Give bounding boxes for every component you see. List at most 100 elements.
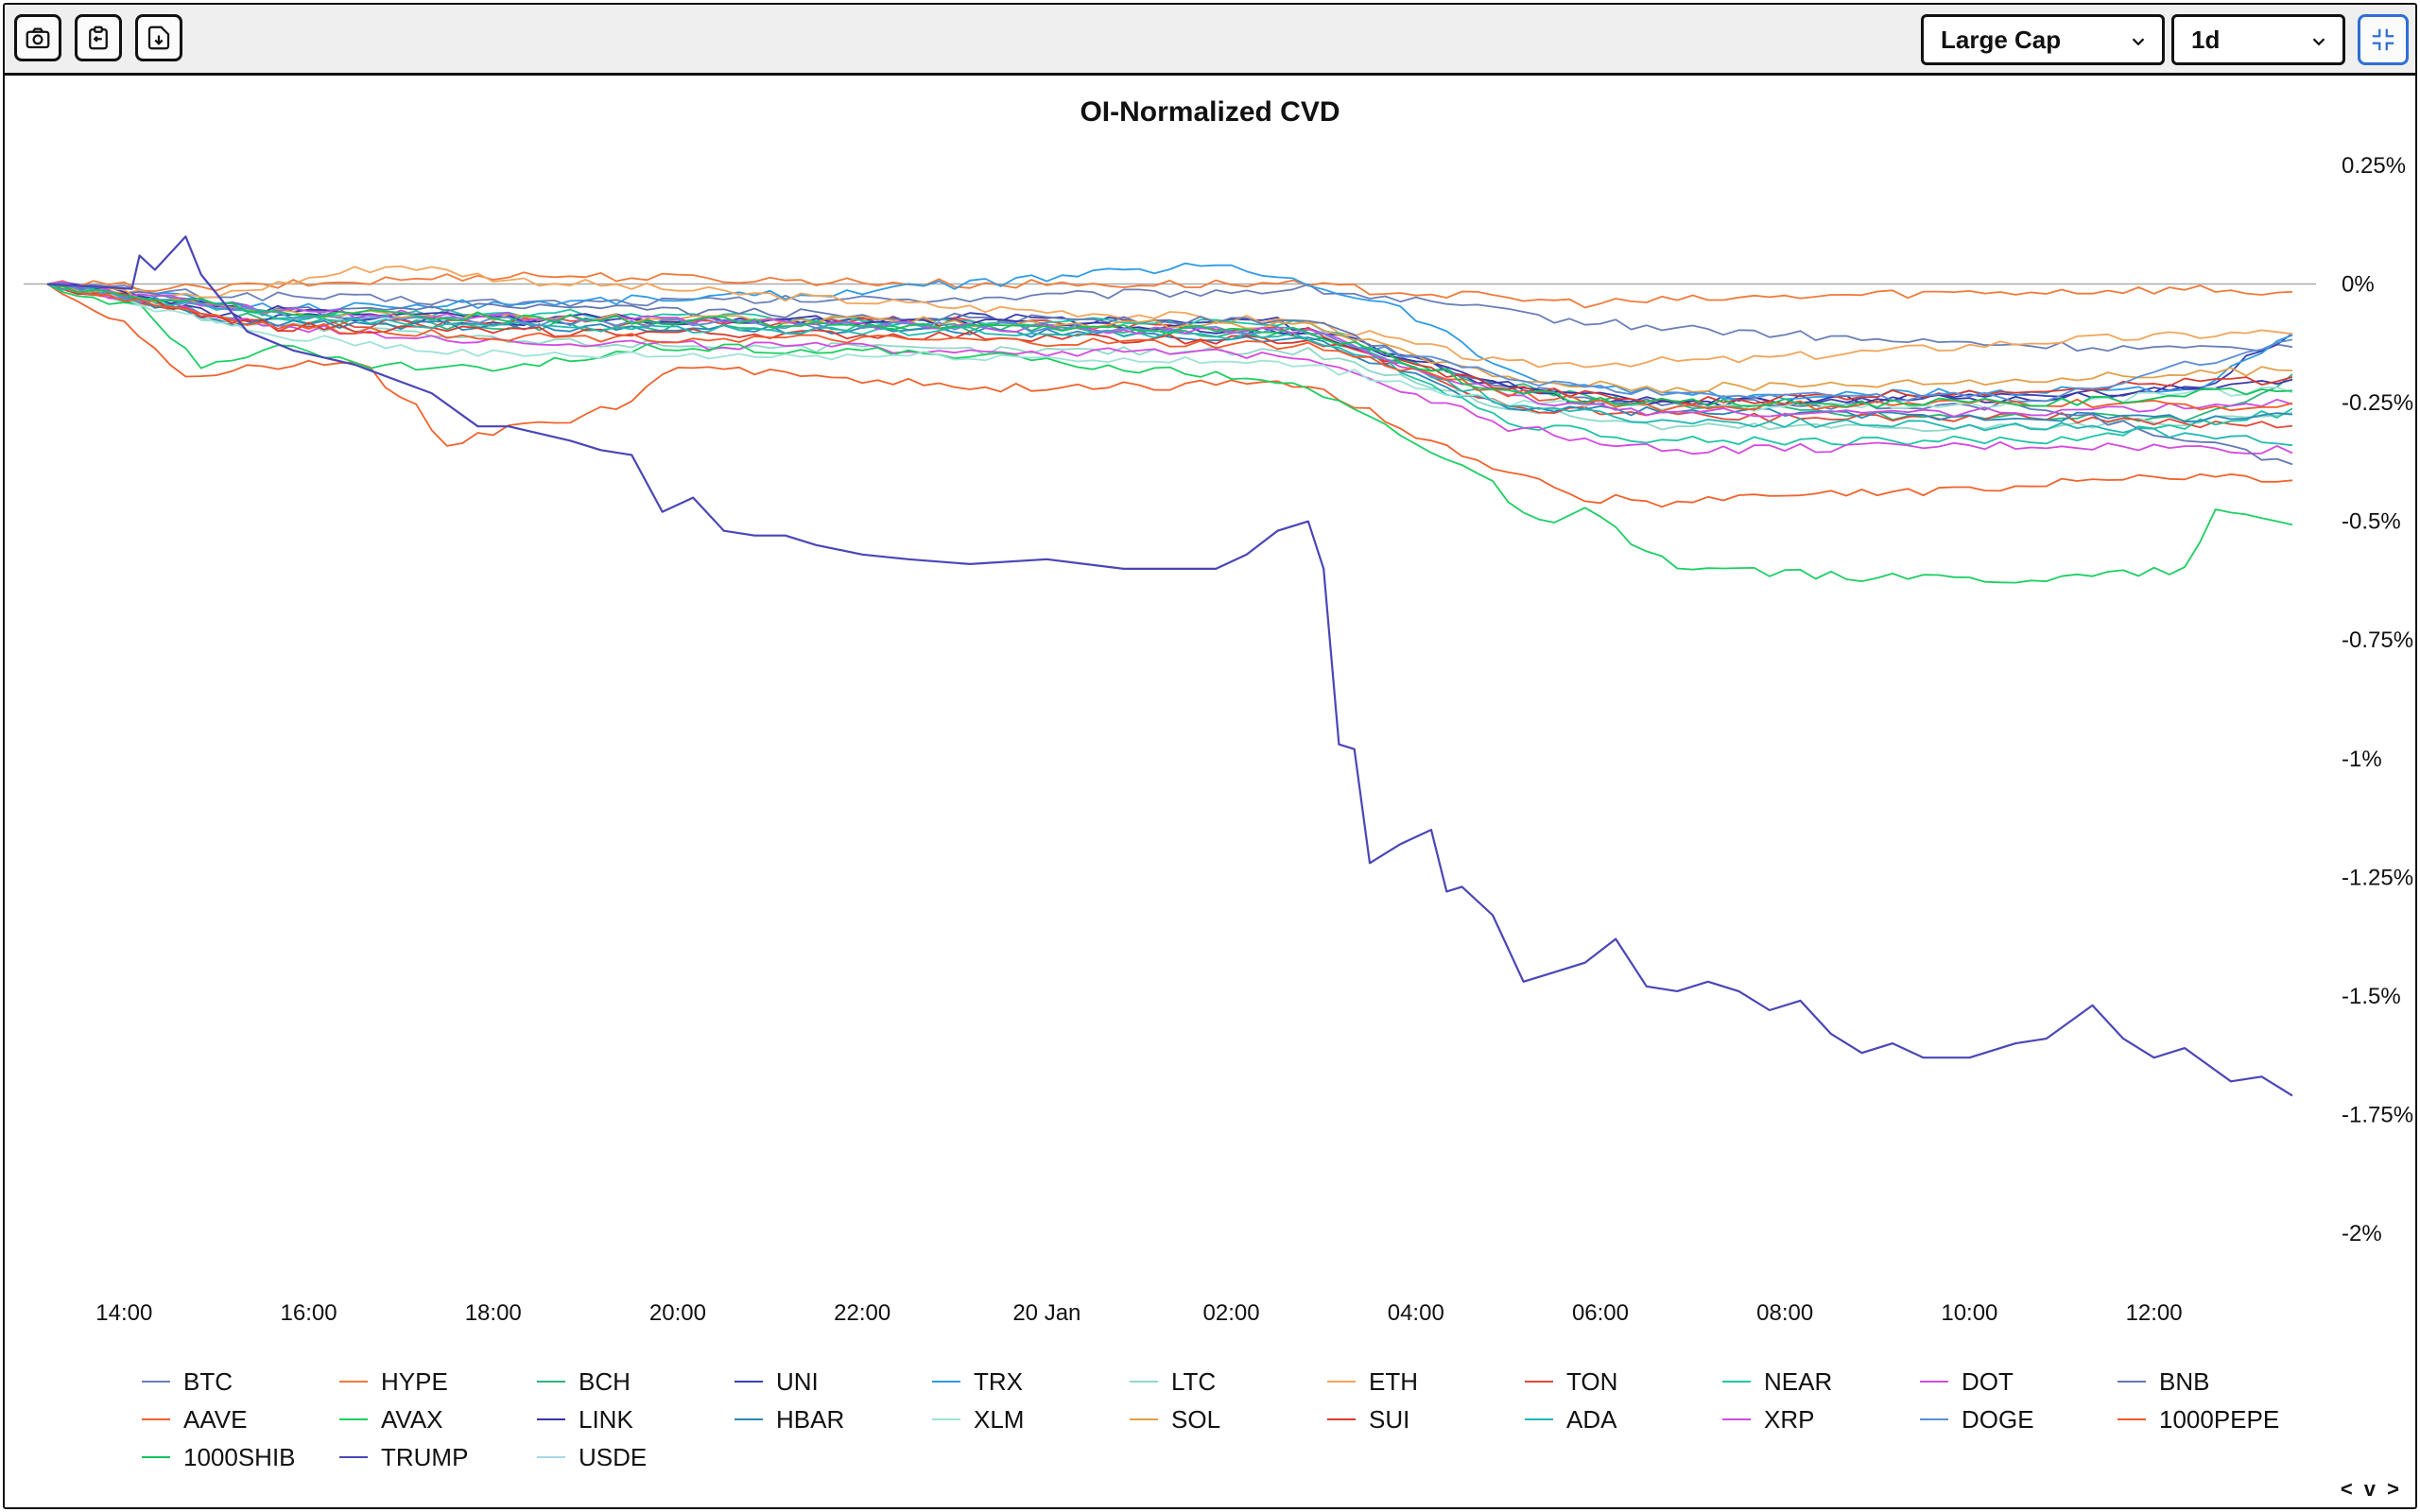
legend-item-bnb[interactable]: BNB — [2118, 1367, 2209, 1396]
series-line-xlm — [46, 283, 2293, 412]
collapse-icon — [2372, 28, 2394, 51]
x-tick-label: 16:00 — [281, 1300, 337, 1326]
x-tick-label: 04:00 — [1388, 1300, 1444, 1326]
y-tick-label: -0.25% — [2342, 390, 2413, 416]
legend-label: ETH — [1369, 1367, 1418, 1396]
legend-item-eth[interactable]: ETH — [1327, 1367, 1418, 1396]
legend-label: BNB — [2159, 1367, 2209, 1396]
chevron-down-icon — [2308, 29, 2329, 50]
collapse-button[interactable] — [2358, 14, 2409, 65]
download-button[interactable] — [135, 14, 182, 61]
legend-label: TRX — [974, 1367, 1023, 1396]
chart-title: OI-Normalized CVD — [1080, 96, 1340, 128]
x-tick-label: 18:00 — [465, 1300, 522, 1326]
series-line-avax — [46, 283, 2293, 584]
market-cap-select[interactable]: Large Cap — [1921, 14, 2165, 65]
legend-label: BCH — [579, 1367, 631, 1396]
legend-item-xrp[interactable]: XRP — [1722, 1405, 1814, 1434]
legend-item-ton[interactable]: TON — [1525, 1367, 1617, 1396]
legend-pager[interactable]: < v > — [2340, 1477, 2402, 1501]
camera-icon — [26, 27, 50, 49]
series-line-eth — [46, 265, 2293, 369]
series-line-1000shib — [46, 283, 2293, 409]
legend-label: ADA — [1566, 1405, 1617, 1434]
series-line-trx — [46, 262, 2293, 401]
legend-item-sol[interactable]: SOL — [1130, 1405, 1220, 1434]
y-tick-label: -1% — [2342, 747, 2382, 772]
legend-item-hype[interactable]: HYPE — [339, 1367, 448, 1396]
chart-window: Large Cap 1d OI-Normalized CVD 0.25% 0% -0… — [3, 3, 2417, 1509]
legend-label: USDE — [579, 1443, 647, 1471]
legend-item-dot[interactable]: DOT — [1920, 1367, 2014, 1396]
x-tick-label: 20:00 — [649, 1300, 706, 1326]
y-tick-label: -2% — [2342, 1221, 2382, 1246]
legend-label: BTC — [183, 1367, 233, 1396]
y-tick-label: 0% — [2342, 272, 2375, 298]
legend-item-trx[interactable]: TRX — [932, 1367, 1023, 1396]
legend-label: SOL — [1171, 1405, 1220, 1434]
legend-label: SUI — [1369, 1405, 1409, 1434]
y-tick-label: 0.25% — [2342, 153, 2406, 179]
legend-item-sui[interactable]: SUI — [1327, 1405, 1409, 1434]
legend-label: DOT — [1962, 1367, 2014, 1396]
legend-item-avax[interactable]: AVAX — [339, 1405, 443, 1434]
legend-item-link[interactable]: LINK — [537, 1405, 633, 1434]
chevron-down-icon — [2128, 29, 2149, 50]
clipboard-icon — [89, 26, 108, 50]
legend-item-ltc[interactable]: LTC — [1130, 1367, 1216, 1396]
copy-to-clipboard-button[interactable] — [75, 14, 122, 61]
chart-area: OI-Normalized CVD 0.25% 0% -0.25% -0.5% -0.7… — [24, 96, 2413, 1471]
x-tick-label: 14:00 — [95, 1300, 152, 1326]
x-tick-label: 06:00 — [1572, 1300, 1629, 1326]
legend-item-ada[interactable]: ADA — [1525, 1405, 1617, 1434]
legend-item-uni[interactable]: UNI — [735, 1367, 819, 1396]
series-line-ada — [46, 283, 2293, 447]
legend-label: NEAR — [1764, 1367, 1832, 1396]
x-tick-label: 20 Jan — [1012, 1300, 1080, 1326]
legend-label: TRUMP — [381, 1443, 468, 1471]
series-line-aave — [46, 283, 2293, 508]
legend-item-btc[interactable]: BTC — [142, 1367, 233, 1396]
legend-item-xlm[interactable]: XLM — [932, 1405, 1024, 1434]
legend-label: 1000PEPE — [2159, 1405, 2279, 1434]
toolbar: Large Cap 1d — [5, 5, 2415, 76]
legend-item-usde[interactable]: USDE — [537, 1443, 647, 1471]
legend-item-doge[interactable]: DOGE — [1920, 1405, 2034, 1434]
legend-label: HBAR — [776, 1405, 844, 1434]
x-tick-label: 10:00 — [1941, 1300, 1997, 1326]
legend-item-1000pepe[interactable]: 1000PEPE — [2118, 1405, 2279, 1434]
screenshot-button[interactable] — [14, 14, 61, 61]
y-tick-label: -1.75% — [2342, 1102, 2413, 1127]
y-tick-label: -1.25% — [2342, 865, 2413, 890]
timeframe-value: 1d — [2191, 25, 2221, 54]
timeframe-select[interactable]: 1d — [2171, 14, 2345, 65]
legend-label: HYPE — [381, 1367, 448, 1396]
legend-item-hbar[interactable]: HBAR — [735, 1405, 844, 1434]
legend-label: LINK — [579, 1405, 633, 1434]
legend-item-trump[interactable]: TRUMP — [339, 1443, 468, 1471]
legend-label: AVAX — [381, 1405, 443, 1434]
series-line-ton — [46, 282, 2293, 429]
series-line-btc — [46, 283, 2293, 352]
legend-label: AAVE — [183, 1405, 247, 1434]
series-line-doge — [46, 283, 2293, 404]
download-icon — [147, 26, 170, 50]
x-tick-label: 12:00 — [2126, 1300, 2183, 1326]
legend-item-near[interactable]: NEAR — [1722, 1367, 1832, 1396]
series-line-trump — [46, 235, 2293, 1097]
legend-item-1000shib[interactable]: 1000SHIB — [142, 1443, 296, 1471]
legend: BTC HYPE BCH UNI TRX LTC ETH TON NEAR DOT BNB AAVE A… — [142, 1367, 2279, 1471]
legend-item-bch[interactable]: BCH — [537, 1367, 631, 1396]
legend-label: XLM — [974, 1405, 1024, 1434]
legend-label: UNI — [776, 1367, 819, 1396]
x-tick-label: 02:00 — [1203, 1300, 1260, 1326]
legend-label: XRP — [1764, 1405, 1814, 1434]
y-tick-label: -0.75% — [2342, 627, 2413, 653]
legend-label: 1000SHIB — [183, 1443, 296, 1471]
legend-item-aave[interactable]: AAVE — [142, 1405, 247, 1434]
series-line-bnb — [46, 283, 2293, 466]
series-lines — [46, 235, 2293, 1097]
y-tick-label: -1.5% — [2342, 984, 2401, 1009]
series-line-hype — [46, 271, 2293, 309]
series-line-dot — [46, 283, 2293, 455]
